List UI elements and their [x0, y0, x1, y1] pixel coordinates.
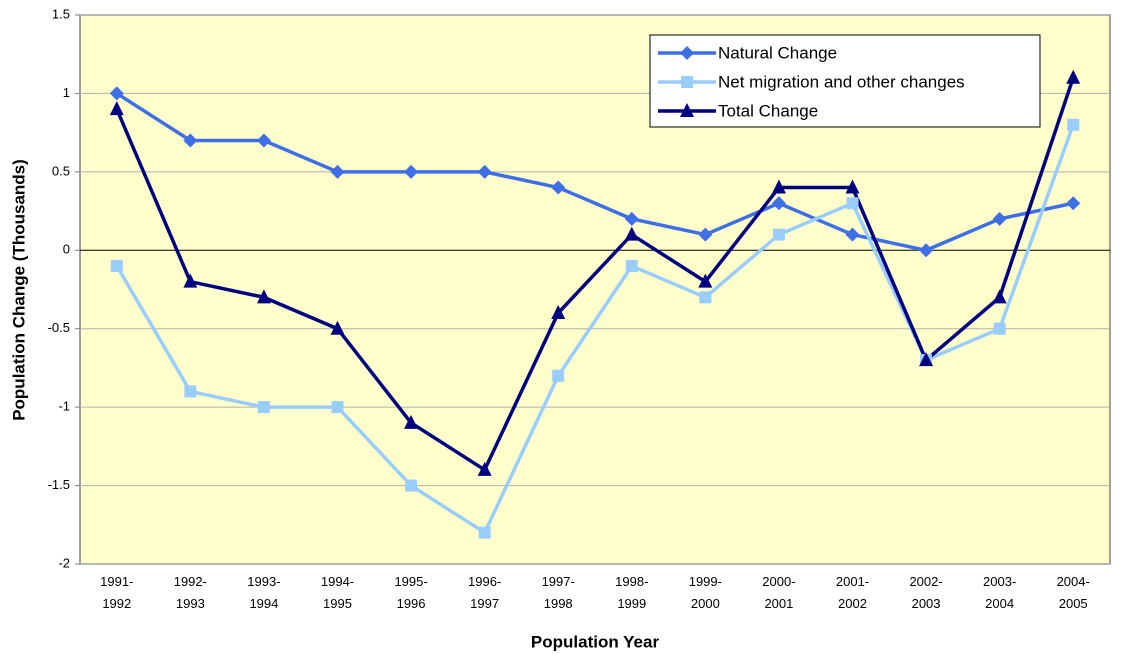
data-point — [183, 133, 198, 148]
data-point — [330, 320, 345, 335]
data-point — [551, 305, 566, 320]
data-point — [331, 401, 344, 414]
y-tick-label: -1 — [58, 399, 70, 414]
data-point — [184, 385, 197, 398]
data-point — [845, 227, 860, 242]
data-point — [845, 179, 860, 194]
series-line — [115, 77, 1075, 473]
data-point — [1067, 118, 1080, 131]
data-point — [1066, 196, 1081, 211]
x-tick-label: 1994-1995 — [320, 574, 355, 611]
data-point — [109, 86, 124, 101]
data-point — [256, 289, 271, 304]
x-tick-label: 1991-1992 — [100, 574, 134, 611]
data-point — [992, 211, 1007, 226]
data-point — [109, 101, 124, 116]
y-tick-label: 0 — [63, 242, 70, 257]
y-tick-label: -2 — [58, 555, 70, 570]
data-point — [1066, 69, 1081, 84]
data-point — [257, 401, 270, 414]
data-point — [992, 289, 1007, 304]
x-tick-label: 1996-1997 — [468, 574, 502, 611]
data-point — [256, 133, 271, 148]
x-tick-label: 1992-1993 — [173, 574, 207, 611]
data-point — [404, 164, 419, 179]
data-point — [405, 479, 418, 492]
data-point — [993, 322, 1006, 335]
y-tick-label: -0.5 — [48, 320, 70, 335]
data-point — [477, 461, 492, 476]
data-point — [698, 273, 713, 288]
data-point — [846, 197, 859, 210]
data-point — [771, 179, 786, 194]
data-point — [625, 259, 638, 272]
x-tick-label: 2001-2002 — [835, 574, 870, 611]
x-axis-title: Population Year — [531, 632, 660, 651]
x-tick-label: 2000-2001 — [762, 574, 796, 611]
x-tick-label: 2004-2005 — [1056, 574, 1090, 611]
data-point — [699, 291, 712, 304]
series-line — [115, 91, 1074, 253]
y-tick-label: 1.5 — [52, 6, 70, 21]
y-tick-label: 0.5 — [52, 163, 70, 178]
data-point — [771, 196, 786, 211]
legend-marker — [680, 46, 694, 60]
data-point — [624, 211, 639, 226]
x-tick-label: 2002-2003 — [909, 574, 943, 611]
data-point — [477, 164, 492, 179]
y-axis-title: Population Change (Thousands) — [9, 159, 28, 421]
data-point — [110, 259, 123, 272]
data-point — [552, 369, 565, 382]
data-point — [624, 226, 639, 241]
data-point — [183, 273, 198, 288]
data-point — [919, 352, 934, 367]
data-point — [330, 164, 345, 179]
y-tick-label: -1.5 — [48, 477, 70, 492]
x-tick-label: 1993-1994 — [247, 574, 281, 611]
legend-label: Total Change — [718, 101, 818, 120]
x-tick-label: 1997-1998 — [541, 574, 575, 611]
x-tick-label: 1998-1999 — [615, 574, 649, 611]
legend-label: Net migration and other changes — [718, 72, 965, 91]
x-tick-label: 2003-2004 — [983, 574, 1017, 611]
legend-label: Natural Change — [718, 43, 837, 62]
x-tick-label: 1995-1996 — [394, 574, 428, 611]
data-point — [478, 526, 491, 539]
x-tick-label: 1999-2000 — [688, 574, 722, 611]
legend-marker — [680, 103, 694, 117]
data-point — [551, 180, 566, 195]
data-point — [404, 414, 419, 429]
legend-marker — [681, 76, 693, 88]
data-point — [772, 228, 785, 241]
y-tick-label: 1 — [63, 85, 70, 100]
data-point — [698, 227, 713, 242]
data-point — [919, 243, 934, 258]
